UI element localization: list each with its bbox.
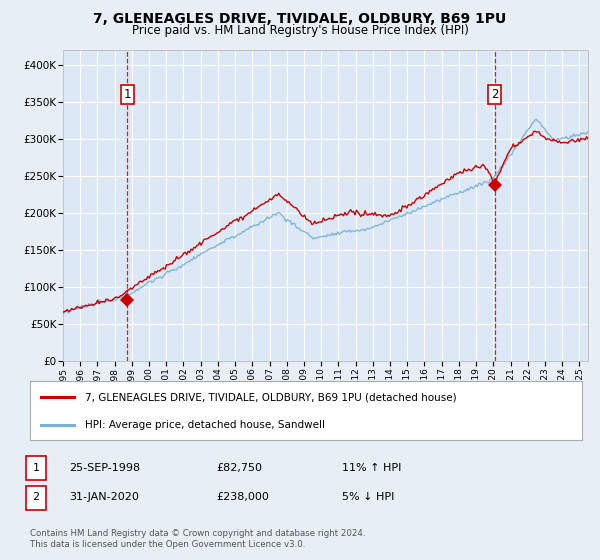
Text: £82,750: £82,750: [216, 463, 262, 473]
Text: £238,000: £238,000: [216, 492, 269, 502]
Text: 2: 2: [491, 88, 499, 101]
Text: HPI: Average price, detached house, Sandwell: HPI: Average price, detached house, Sand…: [85, 420, 325, 430]
Text: Contains HM Land Registry data © Crown copyright and database right 2024.: Contains HM Land Registry data © Crown c…: [30, 529, 365, 538]
Text: 1: 1: [124, 88, 131, 101]
Text: Price paid vs. HM Land Registry's House Price Index (HPI): Price paid vs. HM Land Registry's House …: [131, 24, 469, 36]
Text: 5% ↓ HPI: 5% ↓ HPI: [342, 492, 394, 502]
Text: 25-SEP-1998: 25-SEP-1998: [69, 463, 140, 473]
Text: 7, GLENEAGLES DRIVE, TIVIDALE, OLDBURY, B69 1PU (detached house): 7, GLENEAGLES DRIVE, TIVIDALE, OLDBURY, …: [85, 392, 457, 402]
Text: 11% ↑ HPI: 11% ↑ HPI: [342, 463, 401, 473]
Text: 2: 2: [32, 492, 40, 502]
Text: 31-JAN-2020: 31-JAN-2020: [69, 492, 139, 502]
Text: 7, GLENEAGLES DRIVE, TIVIDALE, OLDBURY, B69 1PU: 7, GLENEAGLES DRIVE, TIVIDALE, OLDBURY, …: [94, 12, 506, 26]
Text: 1: 1: [32, 463, 40, 473]
Text: This data is licensed under the Open Government Licence v3.0.: This data is licensed under the Open Gov…: [30, 540, 305, 549]
